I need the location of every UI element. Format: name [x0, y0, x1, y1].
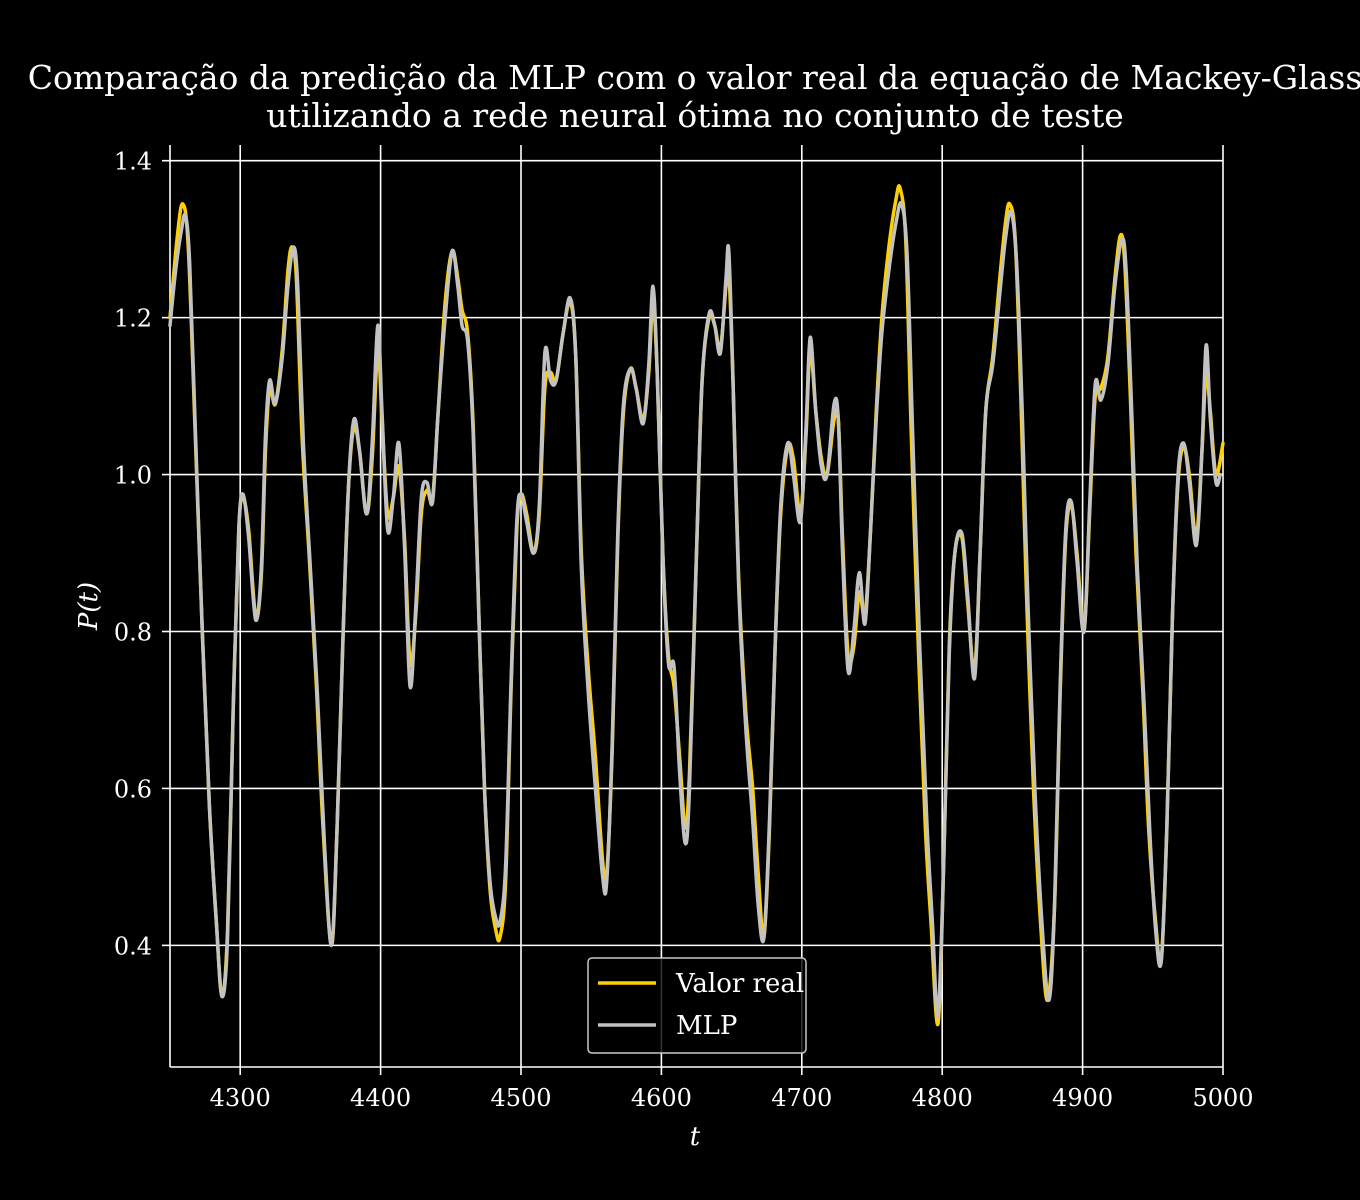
x-tick-label: 4900 [1052, 1084, 1113, 1112]
plot-area [168, 184, 1225, 1027]
x-tick-label: 4600 [631, 1084, 692, 1112]
y-tick-label: 1.2 [114, 305, 152, 333]
y-axis-label: P(t) [74, 582, 104, 631]
series-line-mlp [168, 200, 1222, 1019]
legend-label-mlp: MLP [676, 1011, 737, 1041]
x-tick-label: 4700 [771, 1084, 832, 1112]
x-tick-label: 4500 [490, 1084, 551, 1112]
y-tick-label: 0.8 [114, 619, 152, 647]
grid [170, 145, 1224, 1067]
legend: Valor real MLP [587, 957, 807, 1054]
x-axis-label: t [690, 1122, 701, 1152]
legend-label-valor-real: Valor real [675, 969, 804, 999]
x-tick-label: 5000 [1192, 1084, 1253, 1112]
chart-title-line-1: Comparação da predição da MLP com o valo… [28, 58, 1360, 97]
x-tick-label: 4800 [912, 1084, 973, 1112]
y-tick-label: 1.0 [114, 462, 152, 490]
chart-title-line-2: utilizando a rede neural ótima no conjun… [266, 96, 1123, 135]
y-tick-label: 1.4 [114, 148, 152, 176]
y-tick-label: 0.4 [114, 932, 152, 960]
y-axis-ticks: 0.4 0.6 0.8 1.0 1.2 1.4 [114, 148, 170, 960]
y-tick-label: 0.6 [114, 775, 152, 803]
x-tick-label: 4400 [350, 1084, 411, 1112]
x-axis-ticks: 4300 4400 4500 4600 4700 4800 4900 5000 [210, 1067, 1254, 1112]
x-tick-label: 4300 [210, 1084, 271, 1112]
